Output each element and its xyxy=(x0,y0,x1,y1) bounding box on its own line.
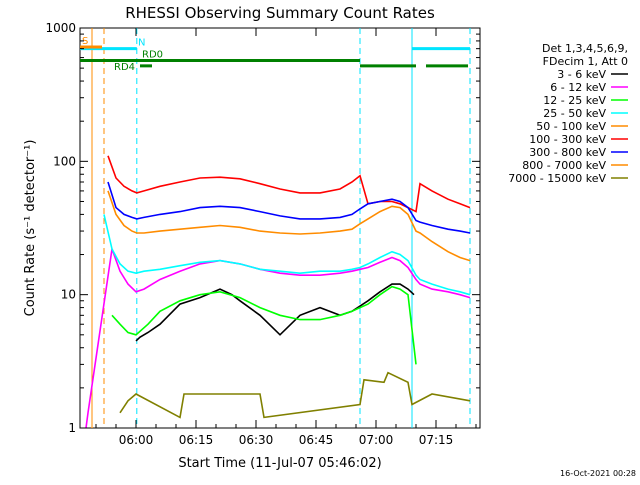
x-tick-label-0: 06:00 xyxy=(119,433,154,447)
footer-date: 16-Oct-2021 00:28 xyxy=(560,469,636,478)
x-axis-label: Start Time (11-Jul-07 05:46:02) xyxy=(178,456,381,471)
x-tick-label-3: 06:45 xyxy=(299,433,334,447)
legend-label-1: 6 - 12 keV xyxy=(550,81,606,94)
legend-label-3: 25 - 50 keV xyxy=(543,107,606,120)
legend-label-0: 3 - 6 keV xyxy=(557,68,606,81)
series-line-5 xyxy=(107,155,471,213)
flag-label-2: RD4 xyxy=(114,62,135,73)
legend-label-4: 50 - 100 keV xyxy=(536,120,606,133)
y-tick-label-1: 10 xyxy=(61,288,76,302)
chart-title: RHESSI Observing Summary Count Rates xyxy=(125,4,435,22)
legend-label-8: 7000 - 15000 keV xyxy=(508,172,606,185)
legend-label-5: 100 - 300 keV xyxy=(529,133,606,146)
y-tick-label-2: 100 xyxy=(53,154,76,168)
legend-header-1: FDecim 1, Att 0 xyxy=(543,55,628,68)
series-line-3 xyxy=(103,214,471,296)
axes: 06:00 06:15 06:30 06:45 07:00 07:15 1 10 100 1000 xyxy=(45,21,480,447)
x-tick-label-5: 07:15 xyxy=(419,433,454,447)
plot-frame xyxy=(79,27,481,429)
series-line-4 xyxy=(107,190,471,262)
x-tick-label-1: 06:15 xyxy=(179,433,214,447)
series-line-2 xyxy=(111,285,417,365)
legend-header-0: Det 1,3,4,5,6,9, xyxy=(542,42,628,55)
y-tick-label-0: 1 xyxy=(68,421,76,435)
y-axis-label: Count Rate (s⁻¹ detector⁻¹) xyxy=(23,140,38,317)
plot-area xyxy=(79,27,481,429)
x-tick-label-4: 07:00 xyxy=(359,433,394,447)
series-line-6 xyxy=(107,181,471,234)
x-tick-label-2: 06:30 xyxy=(239,433,274,447)
series-line-8 xyxy=(119,371,471,419)
legend-label-2: 12 - 25 keV xyxy=(543,94,606,107)
vertical-markers xyxy=(91,28,471,428)
flag-label-1: RD0 xyxy=(142,50,163,61)
series-line-0 xyxy=(135,283,415,342)
flag-label-3: S xyxy=(82,36,88,47)
legend: Det 1,3,4,5,6,9,FDecim 1, Att 03 - 6 keV… xyxy=(508,42,628,185)
flag-label-0: N xyxy=(138,38,145,49)
series-group xyxy=(85,155,471,429)
legend-label-7: 800 - 7000 keV xyxy=(522,159,606,172)
legend-label-6: 300 - 800 keV xyxy=(529,146,606,159)
series-line-1 xyxy=(85,248,471,429)
y-tick-label-3: 1000 xyxy=(45,21,76,35)
